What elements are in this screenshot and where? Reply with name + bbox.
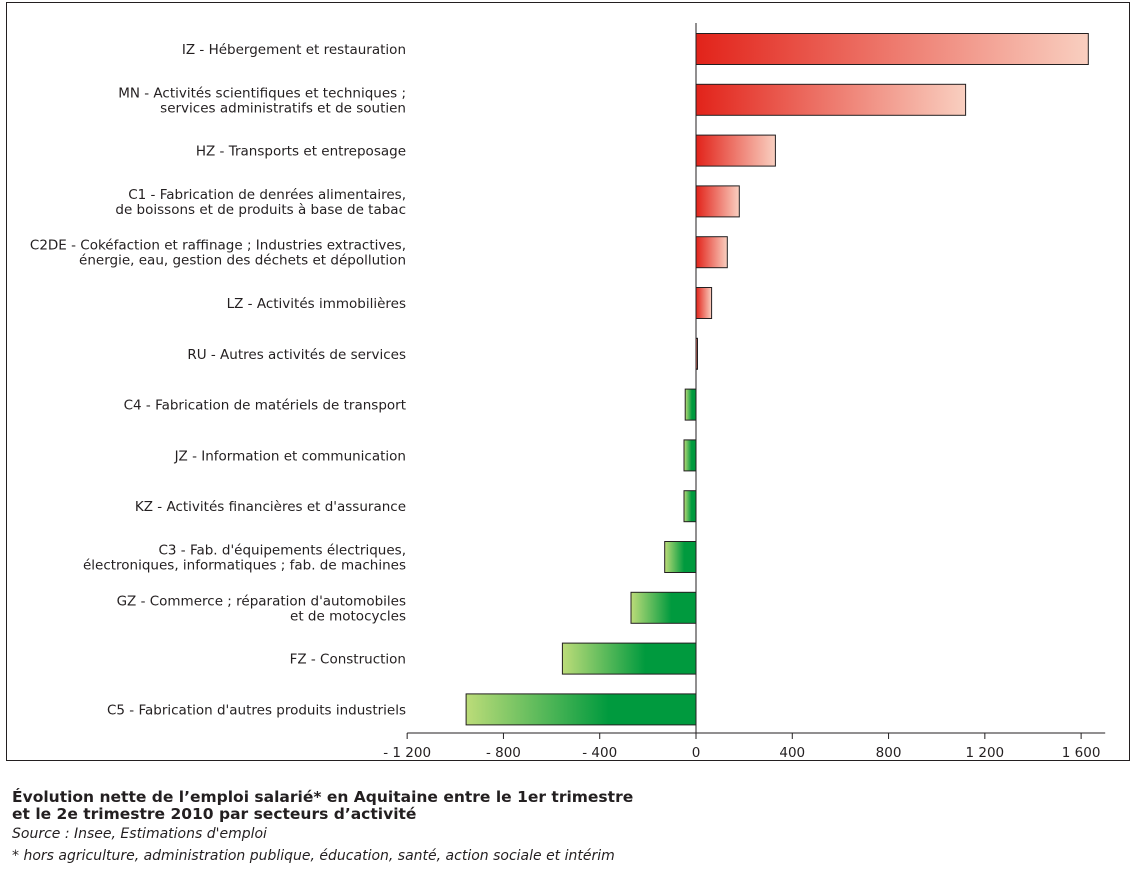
- category-label: C3 - Fab. d'équipements électriques,: [158, 543, 406, 559]
- x-tick-label: 400: [779, 745, 805, 761]
- category-label: C1 - Fabrication de denrées alimentaires…: [128, 187, 406, 203]
- category-label: MN - Activités scientifiques et techniqu…: [118, 85, 406, 101]
- bars-layer: [465, 33, 1089, 726]
- bar-fz: [561, 642, 697, 675]
- x-tick-label: 800: [876, 745, 902, 761]
- category-label: de boissons et de produits à base de tab…: [115, 202, 406, 218]
- bar-mn: [695, 83, 967, 116]
- category-label: HZ - Transports et entreposage: [196, 144, 406, 160]
- category-label: C4 - Fabrication de matériels de transpo…: [124, 398, 406, 414]
- source-note: Source : Insee, Estimations d'emploi: [12, 826, 267, 842]
- bar-iz: [695, 33, 1089, 65]
- bar-gz: [630, 591, 697, 624]
- category-label: services administratifs et de soutien: [160, 100, 406, 116]
- category-label: JZ - Information et communication: [174, 448, 406, 464]
- category-label: électroniques, informatiques ; fab. de m…: [83, 558, 406, 574]
- bar-kz: [683, 490, 697, 523]
- footnote: * hors agriculture, administration publi…: [12, 848, 615, 864]
- bar-chart: IZ - Hébergement et restauration MN - Act…: [30, 23, 1106, 761]
- category-label: KZ - Activités financières et d'assuranc…: [135, 499, 406, 515]
- bar-c3: [664, 541, 697, 573]
- x-axis: - 1 200 - 800 - 400 0 400 800 1 200 1 600: [383, 23, 1106, 761]
- bar-hz: [695, 134, 776, 167]
- x-tick-label: 0: [692, 745, 701, 761]
- bar-c1: [695, 185, 740, 218]
- chart-frame: [6, 2, 1130, 761]
- category-label: C5 - Fabrication d'autres produits indus…: [107, 702, 406, 718]
- chart-title-line-2: et le 2e trimestre 2010 par secteurs d’a…: [12, 805, 417, 823]
- bar-c2de: [695, 236, 728, 269]
- x-tick-label: 1 200: [966, 745, 1005, 761]
- category-label: RU - Autres activités de services: [187, 347, 406, 363]
- bar-c4: [684, 388, 697, 421]
- chart-title-line-1: Évolution nette de l’emploi salarié* en …: [12, 788, 634, 806]
- category-label: LZ - Activités immobilières: [227, 296, 406, 312]
- x-tick-label: - 800: [486, 745, 521, 761]
- chart-title: Évolution nette de l’emploi salarié* en …: [12, 789, 1122, 823]
- x-tick-label: - 1 200: [383, 745, 431, 761]
- category-label: GZ - Commerce ; réparation d'automobiles: [117, 593, 406, 609]
- category-labels: IZ - Hébergement et restauration MN - Act…: [30, 42, 406, 718]
- category-label: FZ - Construction: [290, 652, 406, 668]
- category-label: C2DE - Cokéfaction et raffinage ; Indust…: [30, 238, 406, 254]
- x-tick-label: - 400: [582, 745, 617, 761]
- category-label: énergie, eau, gestion des déchets et dép…: [79, 253, 406, 269]
- bar-c5: [465, 693, 697, 726]
- category-label: IZ - Hébergement et restauration: [182, 42, 406, 58]
- x-tick-label: 1 600: [1062, 745, 1101, 761]
- bar-lz: [695, 287, 713, 319]
- bar-jz: [683, 439, 697, 472]
- category-label: et de motocycles: [290, 608, 406, 624]
